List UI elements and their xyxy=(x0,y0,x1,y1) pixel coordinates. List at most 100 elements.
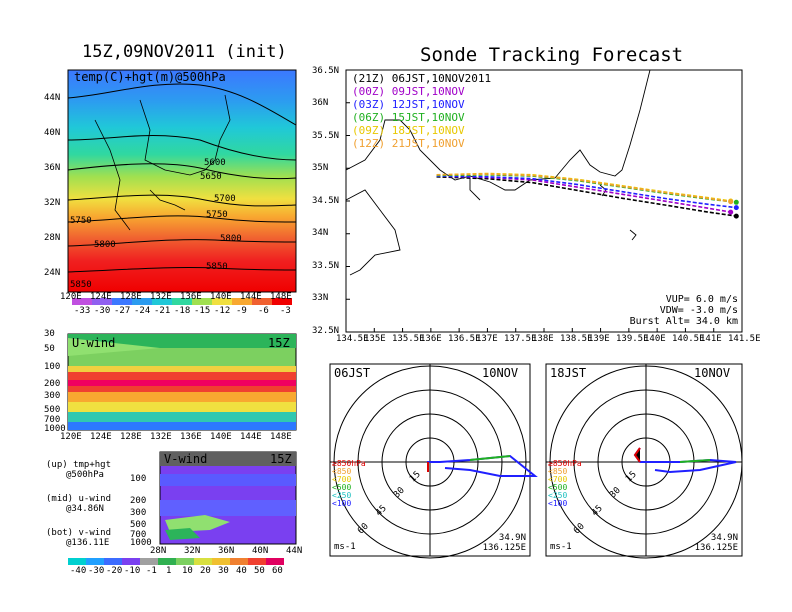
p-tick: 1000 xyxy=(130,538,152,548)
u-lon-ticks: 120E 124E 128E 132E 136E 140E 144E 148E xyxy=(60,432,310,442)
colorbar-label: 1 xyxy=(166,566,172,576)
hodograph-1 xyxy=(329,363,538,559)
lat-tick: 33N xyxy=(312,293,329,303)
lon-tick: 148E xyxy=(270,292,292,302)
loc-lat: 34.9N xyxy=(498,533,526,543)
p-tick: 1000 xyxy=(44,424,66,434)
hodo1-levels: ≥850hPa <850 <700 <500 <250 <100 xyxy=(332,460,366,508)
p-tick: 700 xyxy=(130,530,147,540)
legend-line: (up) tmp+hgt xyxy=(46,460,112,470)
hodo2-time: 18JST xyxy=(550,366,587,380)
map-title: 15Z,09NOV2011 (init) xyxy=(82,42,287,62)
temp-colorbar xyxy=(72,298,292,305)
track-plot xyxy=(345,69,743,333)
track-lon-ticks: 134.5E 135E 135.5E 136E 136.5E 137E 137.… xyxy=(336,334,761,344)
hodo1-location: 34.9N 136.125E xyxy=(472,533,526,553)
colorbar-label: -30 xyxy=(88,566,105,576)
lon-tick: 139.5E xyxy=(616,334,649,344)
colorbar-label: -20 xyxy=(106,566,123,576)
p-tick: 500 xyxy=(44,405,61,415)
map-label: temp(C)+hgt(m)@500hPa xyxy=(74,70,226,84)
lon-tick: 136E xyxy=(180,432,202,442)
lon-tick: 140E xyxy=(644,334,666,344)
lon-tick: 138.5E xyxy=(560,334,593,344)
track-end-point xyxy=(733,199,739,205)
colorbar-label: -33 xyxy=(74,306,91,316)
lon-tick: 140.5E xyxy=(672,334,705,344)
colorbar-label: 30 xyxy=(218,566,229,576)
hodo1-unit: ms-1 xyxy=(334,542,356,552)
lat-tick: 28N xyxy=(44,233,61,243)
level-label: <100 xyxy=(332,499,352,508)
lat-tick: 34.5N xyxy=(312,196,340,206)
lon-tick: 128E xyxy=(120,292,142,302)
lat-tick: 32.5N xyxy=(312,326,340,336)
colorbar-label: -40 xyxy=(70,566,87,576)
lon-tick: 136E xyxy=(420,334,442,344)
v-wind-label: V-wind xyxy=(164,452,208,466)
lat-tick: 34N xyxy=(312,228,329,238)
contour-label: 5800 xyxy=(94,240,116,250)
lon-tick: 141E xyxy=(700,334,722,344)
lat-tick: 44N xyxy=(286,546,303,556)
sonde-params: VUP= 6.0 m/s VDW= -3.0 m/s Burst Alt= 34… xyxy=(612,294,738,327)
v-wind-time: 15Z xyxy=(270,452,292,466)
lon-tick: 144E xyxy=(240,292,262,302)
lon-tick: 135.5E xyxy=(392,334,425,344)
lat-tick: 40N xyxy=(252,546,269,556)
lon-tick: 120E xyxy=(60,292,82,302)
legend-line: @136.11E xyxy=(66,538,110,548)
lat-tick: 28N xyxy=(150,546,167,556)
track-lat-ticks: 36.5N 36N 35.5N 35N 34.5N 34N 33.5N 33N … xyxy=(312,66,344,336)
contour-label: 5750 xyxy=(70,216,92,226)
legend-line: @34.86N xyxy=(66,504,104,514)
p-tick: 300 xyxy=(130,508,147,518)
lon-tick: 136E xyxy=(180,292,202,302)
lon-tick: 124E xyxy=(90,432,112,442)
lon-tick: 132E xyxy=(150,432,172,442)
p-tick: 700 xyxy=(44,415,61,425)
lat-tick: 36.5N xyxy=(312,66,340,76)
lon-tick: 144E xyxy=(240,432,262,442)
legend-line: (mid) u-wind xyxy=(46,494,112,504)
lat-tick: 24N xyxy=(44,268,61,278)
level-label: <500 xyxy=(548,483,568,492)
lat-tick: 36N xyxy=(44,163,61,173)
level-label: <100 xyxy=(548,499,568,508)
loc-lon: 136.125E xyxy=(694,543,738,553)
colorbar-label: 10 xyxy=(182,566,193,576)
level-label: <850 xyxy=(548,467,568,476)
track-line xyxy=(436,173,731,203)
colorbar-label: 60 xyxy=(272,566,283,576)
vdw-value: VDW= -3.0 m/s xyxy=(659,305,738,316)
hodo2-levels: ≥850hPa <850 <700 <500 <250 <100 xyxy=(548,460,582,508)
track-end-point xyxy=(728,199,734,205)
legend-entry: (12Z) 21JST,10NOV xyxy=(352,137,465,150)
lat-tick: 32N xyxy=(184,546,201,556)
level-label: <250 xyxy=(332,491,352,500)
wind-colorbar xyxy=(68,558,284,565)
lat-tick: 36N xyxy=(218,546,235,556)
p-tick: 200 xyxy=(44,379,61,389)
loc-lon: 136.125E xyxy=(482,543,526,553)
p-tick: 30 xyxy=(44,329,55,339)
p-tick: 200 xyxy=(130,496,147,506)
colorbar-label: -12 xyxy=(214,306,231,316)
hodo2-date: 10NOV xyxy=(694,366,731,380)
level-label: <850 xyxy=(332,467,352,476)
track-title: Sonde Tracking Forecast xyxy=(420,44,684,66)
colorbar-label: -9 xyxy=(236,306,247,316)
lon-tick: 136.5E xyxy=(448,334,481,344)
p-tick: 300 xyxy=(44,391,61,401)
wind-colorbar-labels: -40 -30 -20 -10 -1 1 10 20 30 40 50 60 xyxy=(70,566,300,576)
loc-lat: 34.9N xyxy=(710,533,738,543)
colorbar-label: -24 xyxy=(134,306,151,316)
contour-label: 5700 xyxy=(214,194,236,204)
contour-label: 5850 xyxy=(70,280,92,290)
level-label: ≥850hPa xyxy=(332,459,366,468)
temp-height-map xyxy=(67,69,297,293)
track-line xyxy=(436,176,737,217)
hodo2-unit: ms-1 xyxy=(550,542,572,552)
lat-tick: 33.5N xyxy=(312,261,340,271)
colorbar-label: 20 xyxy=(200,566,211,576)
